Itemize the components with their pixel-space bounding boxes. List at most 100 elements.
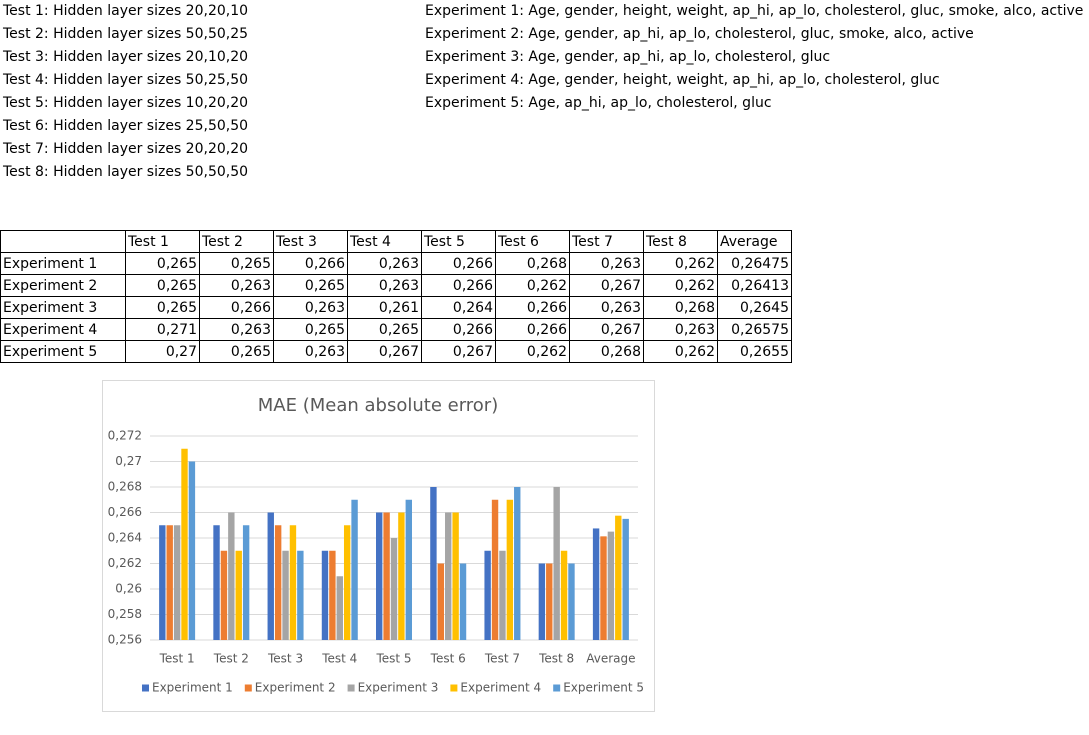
note-line: Test 2: Hidden layer sizes 50,50,25 bbox=[3, 26, 249, 42]
bar bbox=[452, 512, 459, 640]
value-cell: 0,262 bbox=[643, 274, 718, 297]
bar bbox=[188, 461, 196, 640]
value-cell: 0,265 bbox=[125, 296, 200, 319]
value-cell: 0,262 bbox=[495, 340, 570, 363]
value-cell: 0,263 bbox=[199, 274, 274, 297]
value-cell: 0,265 bbox=[347, 318, 422, 341]
legend-swatch bbox=[553, 684, 561, 692]
value-cell: 0,267 bbox=[569, 274, 644, 297]
x-tick-label: Average bbox=[586, 652, 635, 666]
legend-label: Experiment 3 bbox=[358, 681, 439, 695]
bar bbox=[592, 528, 600, 640]
value-cell: 0,262 bbox=[643, 340, 718, 363]
bar bbox=[213, 525, 220, 640]
value-cell: 0,264 bbox=[421, 296, 496, 319]
row-header: Experiment 4 bbox=[0, 318, 126, 341]
test-notes: Test 1: Hidden layer sizes 20,20,10 Test … bbox=[3, 0, 248, 184]
y-tick-label: 0,27 bbox=[115, 454, 142, 468]
value-cell: 0,266 bbox=[199, 296, 274, 319]
value-cell: 0,27 bbox=[125, 340, 200, 363]
bar bbox=[607, 531, 615, 640]
value-cell: 0,265 bbox=[199, 252, 274, 275]
x-tick-label: Test 7 bbox=[484, 652, 520, 666]
bar bbox=[484, 550, 491, 640]
bar bbox=[459, 563, 467, 640]
row-header: Experiment 3 bbox=[0, 296, 126, 319]
value-cell: 0,263 bbox=[569, 296, 644, 319]
value-cell: 0,266 bbox=[421, 274, 496, 297]
bar bbox=[166, 525, 173, 640]
y-tick-label: 0,266 bbox=[108, 505, 142, 519]
table-header-row: Test 1 Test 2 Test 3 Test 4 Test 5 Test 6 Test… bbox=[0, 230, 792, 253]
note-line: Test 1: Hidden layer sizes 20,20,10 bbox=[3, 3, 249, 19]
header-cell: Test 3 bbox=[273, 230, 348, 253]
value-cell: 0,266 bbox=[421, 252, 496, 275]
bar bbox=[329, 550, 336, 640]
bar bbox=[491, 499, 499, 640]
header-cell: Test 8 bbox=[643, 230, 718, 253]
y-tick-label: 0,272 bbox=[108, 429, 142, 443]
legend-swatch bbox=[450, 684, 458, 692]
note-line: Test 8: Hidden layer sizes 50,50,50 bbox=[3, 164, 249, 180]
value-cell: 0,268 bbox=[569, 340, 644, 363]
bar bbox=[622, 518, 629, 640]
bar bbox=[398, 512, 405, 640]
note-line: Test 3: Hidden layer sizes 20,10,20 bbox=[3, 49, 249, 65]
value-cell: 0,267 bbox=[421, 340, 496, 363]
bar bbox=[514, 487, 521, 640]
value-cell: 0,26413 bbox=[717, 274, 792, 297]
header-cell: Test 1 bbox=[125, 230, 200, 253]
value-cell: 0,262 bbox=[643, 252, 718, 275]
note-line: Experiment 1: Age, gender, height, weigh… bbox=[425, 3, 1084, 19]
bar bbox=[235, 550, 242, 640]
value-cell: 0,265 bbox=[125, 274, 200, 297]
note-line: Test 6: Hidden layer sizes 25,50,50 bbox=[3, 118, 249, 134]
y-tick-label: 0,262 bbox=[108, 556, 142, 570]
header-cell: Test 6 bbox=[495, 230, 570, 253]
header-cell: Test 5 bbox=[421, 230, 496, 253]
note-line: Experiment 5: Age, ap_hi, ap_lo, cholest… bbox=[425, 95, 772, 111]
bar bbox=[506, 499, 514, 640]
bar bbox=[228, 512, 235, 640]
bar bbox=[383, 512, 390, 640]
value-cell: 0,265 bbox=[125, 252, 200, 275]
bar bbox=[220, 550, 228, 640]
y-tick-label: 0,258 bbox=[108, 607, 142, 621]
value-cell: 0,266 bbox=[495, 318, 570, 341]
bar bbox=[336, 576, 343, 640]
bar bbox=[181, 448, 188, 640]
x-tick-label: Test 4 bbox=[321, 652, 357, 666]
bar bbox=[274, 525, 282, 640]
bar bbox=[546, 563, 553, 640]
value-cell: 0,268 bbox=[495, 252, 570, 275]
value-cell: 0,263 bbox=[643, 318, 718, 341]
bar bbox=[437, 563, 445, 640]
bar bbox=[615, 515, 622, 640]
bar bbox=[560, 550, 568, 640]
note-line: Test 4: Hidden layer sizes 50,25,50 bbox=[3, 72, 249, 88]
table-row: Experiment 1 0,265 0,265 0,266 0,263 0,266 0,2… bbox=[0, 252, 792, 275]
table-row: Experiment 5 0,27 0,265 0,263 0,267 0,267 0,26… bbox=[0, 340, 792, 363]
chart-title: MAE (Mean absolute error) bbox=[258, 395, 498, 416]
value-cell: 0,268 bbox=[643, 296, 718, 319]
value-cell: 0,26475 bbox=[717, 252, 792, 275]
value-cell: 0,2645 bbox=[717, 296, 792, 319]
experiment-notes: Experiment 1: Age, gender, height, weigh… bbox=[425, 0, 1083, 115]
value-cell: 0,263 bbox=[199, 318, 274, 341]
bar bbox=[159, 525, 166, 640]
bar bbox=[568, 563, 575, 640]
x-tick-label: Test 6 bbox=[430, 652, 466, 666]
legend-swatch bbox=[142, 684, 149, 692]
bar bbox=[351, 499, 358, 640]
bar bbox=[289, 525, 297, 640]
y-tick-label: 0,26 bbox=[115, 582, 142, 596]
legend-swatch bbox=[347, 684, 355, 692]
value-cell: 0,266 bbox=[421, 318, 496, 341]
value-cell: 0,262 bbox=[495, 274, 570, 297]
row-header: Experiment 5 bbox=[0, 340, 126, 363]
bar bbox=[297, 550, 304, 640]
y-tick-label: 0,264 bbox=[108, 531, 142, 545]
legend-label: Experiment 5 bbox=[563, 681, 644, 695]
value-cell: 0,267 bbox=[347, 340, 422, 363]
